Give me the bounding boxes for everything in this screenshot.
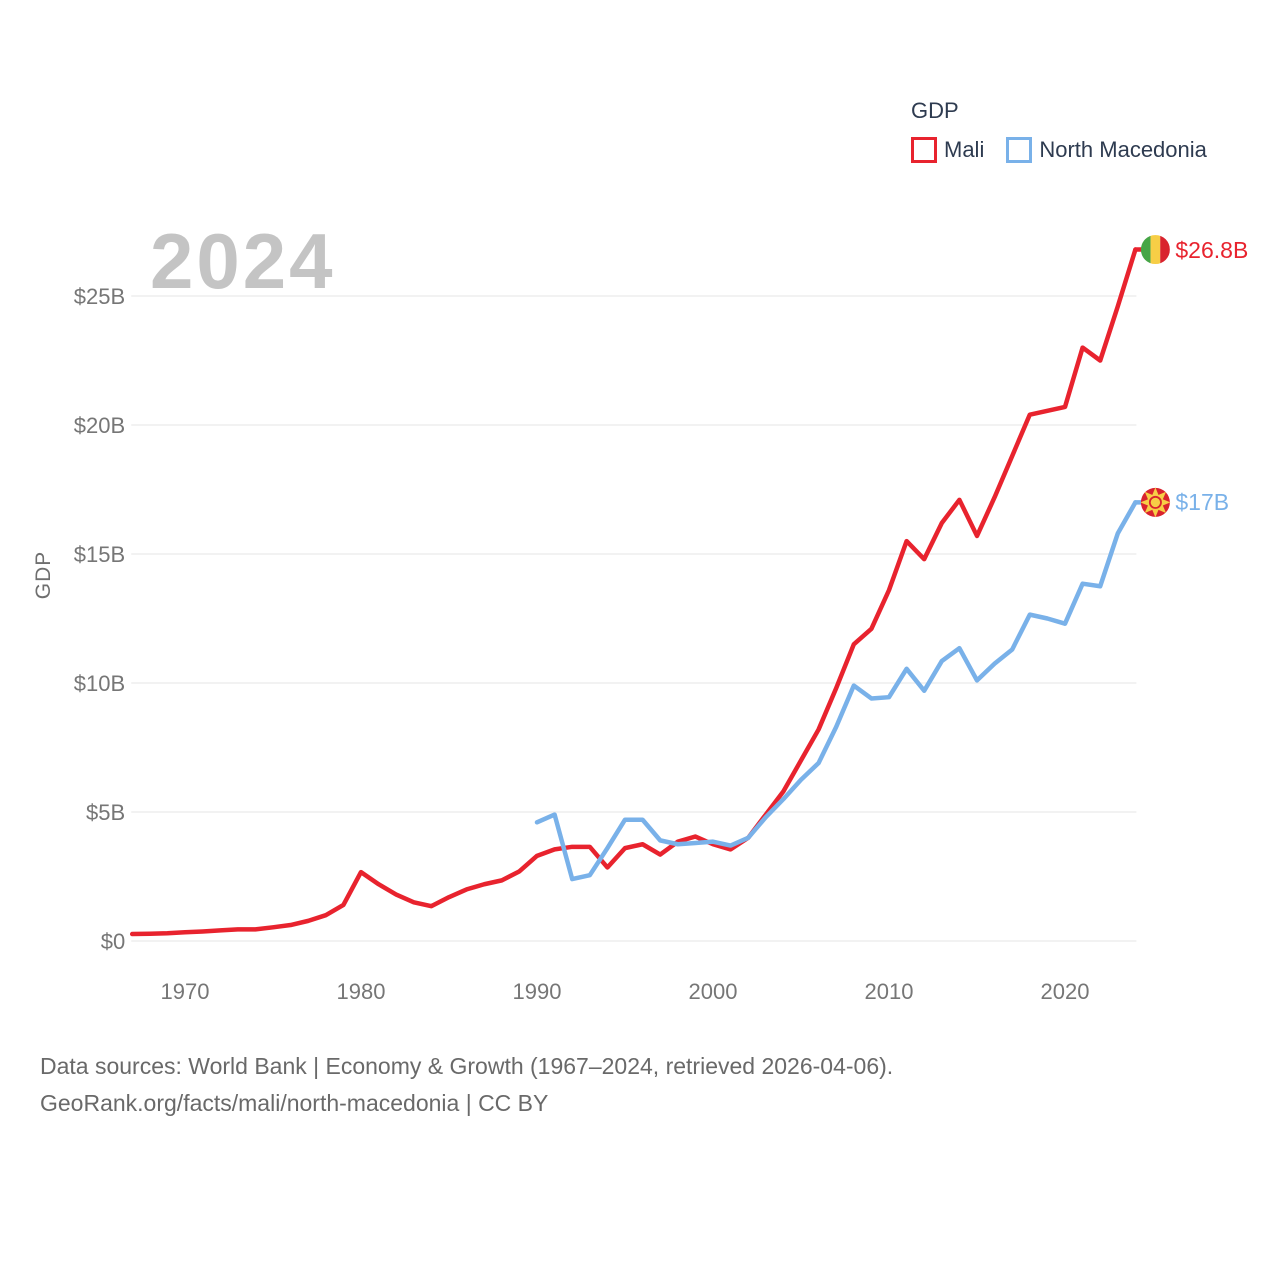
series-end-flags (1140, 235, 1171, 518)
x-axis-tick-label: 1980 (337, 979, 386, 1004)
attribution-footer: Data sources: World Bank | Economy & Gro… (40, 1048, 893, 1122)
x-axis-tick-label: 2000 (689, 979, 738, 1004)
series-line-nm-flag (534, 500, 1138, 882)
legend-item-north-macedonia[interactable]: North Macedonia (1006, 137, 1207, 163)
north-macedonia-end-value-label: $17B (1175, 489, 1230, 516)
mali-end-value-label: $26.8B (1175, 236, 1249, 263)
legend-title: GDP (911, 98, 959, 123)
mali-swatch-icon (911, 137, 937, 163)
source-url-line: GeoRank.org/facts/mali/north-macedonia |… (40, 1090, 549, 1116)
y-axis-tick-label: $25B (74, 284, 125, 309)
x-axis-tick-label: 2020 (1041, 979, 1090, 1004)
y-axis-tick-label: $10B (74, 671, 125, 696)
legend-items: Mali North Macedonia (911, 137, 1207, 163)
y-axis-tick-labels: $0 $5B $10B $15B $20B $25B (74, 284, 125, 954)
y-axis-title: GDP (32, 550, 55, 600)
series-lines (129, 247, 1144, 937)
series-line-mali-flag (129, 247, 1138, 937)
y-axis-tick-label: $5B (86, 800, 125, 825)
chart-legend: GDP Mali North Macedonia (911, 98, 1207, 163)
north-macedonia-swatch-icon (1006, 137, 1033, 163)
y-axis-tick-label: $15B (74, 542, 125, 567)
y-axis-tick-label: $0 (101, 929, 125, 954)
legend-item-label: Mali (944, 137, 985, 162)
x-axis-tick-label: 1970 (161, 979, 210, 1004)
x-axis-tick-label: 1990 (513, 979, 562, 1004)
x-axis-tick-labels: 1970 1980 1990 2000 2010 2020 (161, 979, 1090, 1004)
data-sources-line: Data sources: World Bank | Economy & Gro… (40, 1053, 894, 1079)
legend-item-mali[interactable]: Mali (911, 137, 984, 163)
north-macedonia-flag-icon (1140, 487, 1171, 518)
year-watermark: 2024 (150, 217, 336, 305)
x-axis-tick-label: 2010 (865, 979, 914, 1004)
mali-flag-icon (1140, 235, 1170, 265)
legend-item-label: North Macedonia (1039, 137, 1207, 162)
gridlines (131, 295, 1137, 942)
y-axis-tick-label: $20B (74, 413, 125, 438)
